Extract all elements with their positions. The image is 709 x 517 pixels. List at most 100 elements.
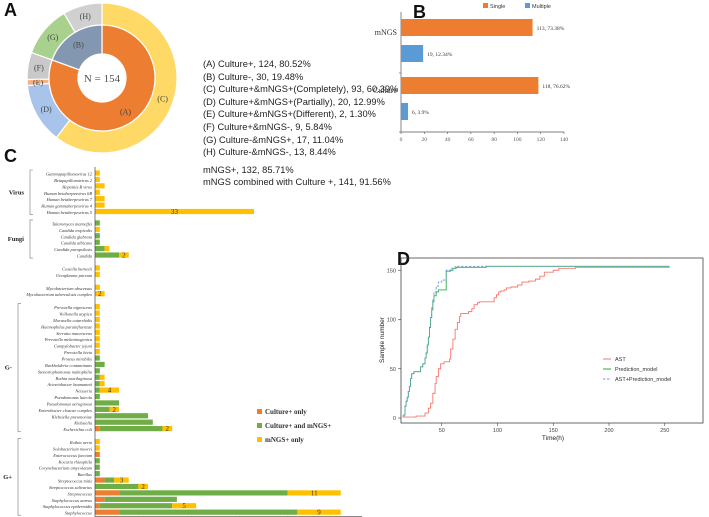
taxon-label: Staphylococcus epidermidis — [43, 504, 92, 509]
bar-segment-both — [104, 496, 177, 502]
bar-segment-mngs-only — [99, 374, 105, 380]
bar-segment-mngs-only — [138, 483, 148, 490]
bar-segment-both — [95, 361, 105, 368]
taxon-label: Talaromyces marneffei — [52, 221, 93, 226]
legend-item: (G) Culture-&mNGS+, 17, 11.04% — [203, 134, 344, 145]
legend-label: Prediction_model — [615, 367, 658, 373]
legend-swatch — [257, 437, 262, 442]
y-tick-label: 50 — [390, 367, 396, 373]
plot-frame — [400, 257, 704, 424]
taxon-label: Staphylococcus aureus — [52, 498, 92, 503]
taxon-label: Solobacterium moorei — [53, 446, 93, 451]
bar-segment-mngs-only — [297, 509, 341, 515]
bar-segment-both — [95, 387, 100, 393]
group-label: Fungi — [8, 236, 24, 243]
bar-multiple — [401, 103, 408, 120]
taxon-label: Candida albicans — [61, 241, 92, 246]
bar-annotation: 2 — [141, 483, 145, 491]
bar-segment-both — [99, 503, 173, 509]
legend-swatch — [257, 409, 262, 414]
group-label: G+ — [3, 474, 12, 481]
taxon-label: Klebsiella pneumoniae — [51, 414, 92, 419]
group-bracket — [17, 438, 21, 516]
taxon-label: Pseudomonas luteola — [53, 395, 92, 400]
bar-segment-mngs-only — [95, 202, 105, 208]
bar-annotation: 33 — [171, 208, 179, 216]
bar-annotation: 9 — [317, 509, 321, 517]
series-line-prediction-model — [402, 265, 670, 417]
bar-segment-both — [95, 374, 100, 380]
taxon-label: Staphylococcus — [65, 511, 93, 516]
bar-segment-both — [95, 483, 139, 490]
bar-segment-mngs-only — [109, 406, 120, 412]
bar-segment-mngs-only — [95, 208, 254, 215]
bar-annotation: 5 — [182, 502, 186, 510]
legend-item: (D) Culture+&mNGS+(Partially), 20, 12.99… — [203, 96, 385, 107]
bar-segment-both — [95, 464, 100, 470]
taxon-label: Kocuria rhizophila — [58, 459, 93, 464]
category-label: Culture — [373, 86, 397, 95]
taxon-label: Corynebacterium amycolatum — [39, 466, 92, 471]
taxon-label: Klebsiella — [73, 421, 93, 426]
taxon-label: Streptococcus — [68, 491, 93, 496]
bar-annotation: 2 — [113, 406, 117, 414]
outer-ring-label: (C) — [157, 95, 168, 104]
bar-single — [401, 19, 533, 36]
bar-segment-both — [95, 381, 100, 387]
bar-annotation: 11 — [311, 489, 318, 497]
bar-segment-both — [95, 368, 100, 374]
bar-segment-mngs-only — [95, 304, 100, 310]
legend-label: AST — [615, 357, 626, 363]
taxon-label: Prevotella bivia — [63, 350, 93, 355]
legend-swatch-single — [483, 3, 488, 8]
taxon-label: Human betaherpesvirus 5 — [46, 210, 93, 215]
bar-segment-both — [119, 509, 298, 515]
bar-annotation: 2 — [166, 425, 170, 433]
taxon-label: Enterococcus faecium — [52, 453, 92, 458]
taxon-label: Prevotella nigrescens — [53, 305, 92, 310]
x-tick-label: 60 — [468, 137, 474, 143]
taxon-label: Mycobacterium abscessus — [45, 286, 92, 291]
bar-segment-mngs-only — [95, 196, 105, 202]
x-tick-label: 20 — [422, 137, 428, 143]
taxon-label: Burkholderia contaminans — [45, 363, 92, 368]
bar-segment-both — [119, 490, 288, 496]
donut-legend: (A) Culture+, 124, 80.52% (B) Culture-, 3… — [203, 58, 398, 189]
taxon-label: Acinetobacter baumannii — [46, 382, 92, 387]
bar-segment-culture-only — [95, 477, 105, 483]
bar-segment-culture-only — [95, 451, 100, 457]
summary-note: mNGS combined with Culture +, 141, 91.56… — [203, 177, 391, 188]
taxon-label: Neisseria — [74, 389, 92, 394]
taxon-label: Gammapapillomavirus 12 — [46, 172, 93, 177]
taxon-label: Hepatitis B virus — [61, 184, 92, 189]
bar-segment-mngs-only — [287, 490, 341, 496]
taxon-label: Mycobacterium tuberculosis complex — [25, 292, 92, 297]
taxon-label: Candida — [77, 254, 93, 259]
taxon-label: Human gammaherpesvirus 4 — [40, 204, 93, 209]
legend-item: (H) Culture-&mNGS-, 13, 8.44% — [203, 147, 336, 158]
bar-segment-both — [95, 400, 120, 406]
bar-data-label: 19, 12.34% — [427, 52, 453, 58]
bar-segment-culture-only — [95, 503, 100, 509]
legend-label-single: Single — [490, 4, 505, 10]
group-bracket — [29, 169, 33, 215]
taxon-label: Enterobacter cloacae complex — [38, 408, 93, 413]
legend-item: (A) Culture+, 124, 80.52% — [203, 59, 311, 69]
outer-ring-label: (E) — [33, 78, 44, 87]
bar-segment-mngs-only — [95, 271, 100, 277]
bar-segment-both — [95, 233, 100, 239]
bar-segment-mngs-only — [172, 503, 197, 509]
x-tick-label: 250 — [660, 428, 669, 434]
bar-segment-mngs-only — [162, 426, 173, 432]
legend-item: (E) Culture+&mNGS+(Different), 2, 1.30% — [203, 109, 376, 120]
series-line-ast — [402, 266, 670, 418]
bar-segment-mngs-only — [95, 438, 100, 445]
panel-label-d: D — [397, 249, 410, 269]
bar-segment-mngs-only — [119, 252, 129, 258]
bar-segment-mngs-only — [95, 284, 100, 290]
bar-segment-both — [95, 355, 100, 361]
taxon-label: Ureaplasma parvum — [56, 273, 92, 278]
legend-item: (F) Culture+&mNGS-, 9, 5.84% — [203, 121, 332, 132]
